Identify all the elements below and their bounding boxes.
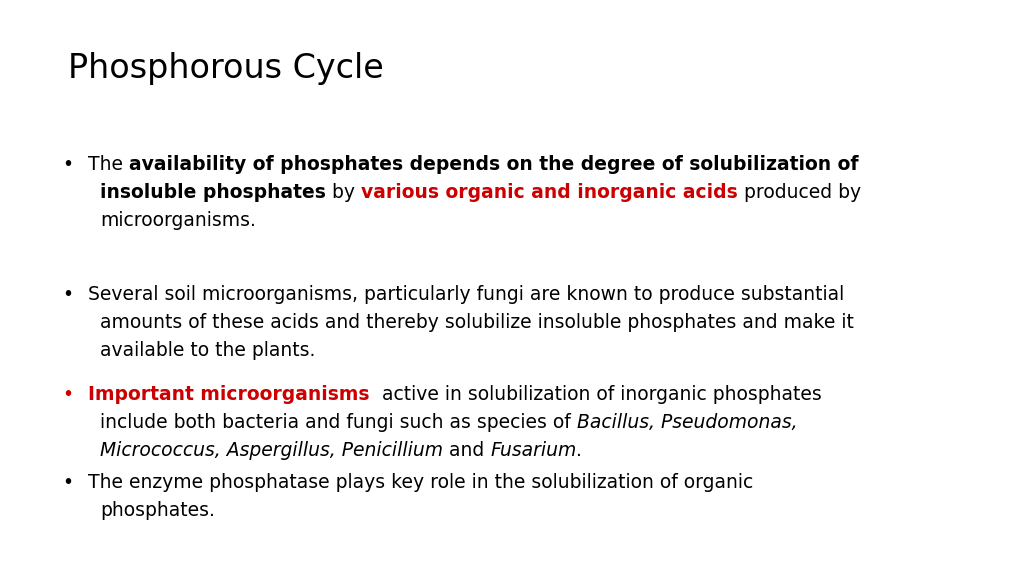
Text: .: . [577, 441, 583, 460]
Text: Bacillus, Pseudomonas,: Bacillus, Pseudomonas, [577, 413, 798, 432]
Text: available to the plants.: available to the plants. [100, 341, 315, 360]
Text: The enzyme phosphatase plays key role in the solubilization of organic: The enzyme phosphatase plays key role in… [88, 473, 754, 492]
Text: Important microorganisms: Important microorganisms [88, 385, 370, 404]
Text: •: • [62, 385, 73, 404]
Text: •: • [62, 285, 73, 304]
Text: active in solubilization of inorganic phosphates: active in solubilization of inorganic ph… [370, 385, 821, 404]
Text: various organic and inorganic acids: various organic and inorganic acids [360, 183, 737, 202]
Text: insoluble phosphates: insoluble phosphates [100, 183, 326, 202]
Text: produced by: produced by [737, 183, 861, 202]
Text: Several soil microorganisms, particularly fungi are known to produce substantial: Several soil microorganisms, particularl… [88, 285, 844, 304]
Text: Fusarium: Fusarium [490, 441, 577, 460]
Text: by: by [326, 183, 360, 202]
Text: phosphates.: phosphates. [100, 501, 215, 520]
Text: •: • [62, 473, 73, 492]
Text: Phosphorous Cycle: Phosphorous Cycle [68, 52, 384, 85]
Text: and: and [443, 441, 490, 460]
Text: amounts of these acids and thereby solubilize insoluble phosphates and make it: amounts of these acids and thereby solub… [100, 313, 854, 332]
Text: •: • [62, 155, 73, 174]
Text: Micrococcus, Aspergillus, Penicillium: Micrococcus, Aspergillus, Penicillium [100, 441, 443, 460]
Text: microorganisms.: microorganisms. [100, 211, 256, 230]
Text: availability of phosphates depends on the degree of solubilization of: availability of phosphates depends on th… [129, 155, 858, 174]
Text: include both bacteria and fungi such as species of: include both bacteria and fungi such as … [100, 413, 577, 432]
Text: The: The [88, 155, 129, 174]
